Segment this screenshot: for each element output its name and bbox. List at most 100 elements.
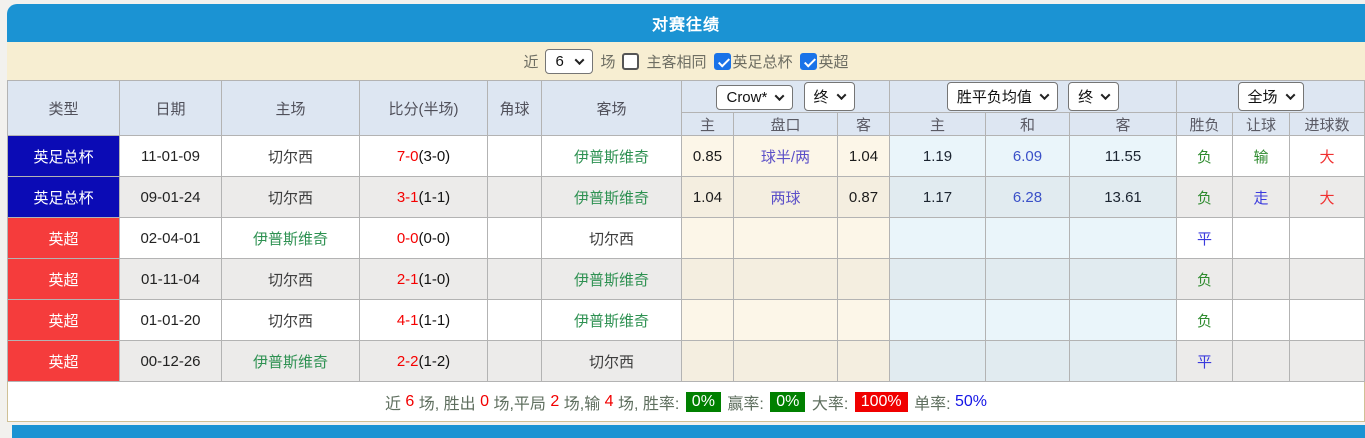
- away-odds-cell: [837, 340, 890, 382]
- home-odds-cell: [681, 340, 734, 382]
- handicap-cell: [733, 258, 838, 300]
- avg-state-value: 终: [1078, 89, 1094, 106]
- summary-segment-label: 胜率:: [642, 395, 684, 413]
- recent-label: 近: [523, 53, 539, 71]
- score-cell: 0-0(0-0): [359, 217, 488, 259]
- fa-cup-checkbox[interactable]: [713, 52, 731, 70]
- date-cell: 01-11-04: [119, 258, 222, 300]
- chevron-down-icon: [1100, 90, 1111, 101]
- summary-segment-badge-green: 0%: [770, 391, 806, 412]
- summary-segment-num: 0: [480, 392, 490, 410]
- matches-label: 场: [600, 53, 616, 71]
- league-badge: 英超: [7, 340, 120, 382]
- bookmaker-state-select[interactable]: 终: [803, 82, 855, 111]
- score-cell: 2-2(1-2): [359, 340, 488, 382]
- away-team-cell: 伊普斯维奇: [541, 176, 682, 218]
- fulltime-group-header: 全场: [1175, 80, 1365, 113]
- handicap-cell: [733, 340, 838, 382]
- score-cell: 3-1(1-1): [359, 176, 488, 218]
- summary-segment-label: 大率:: [807, 395, 853, 413]
- same-venue-checkbox[interactable]: [622, 52, 640, 70]
- table-row: 英超 01-11-04 切尔西 2-1(1-0) 伊普斯维奇 负: [7, 258, 1365, 300]
- bottom-accent-bar: [12, 425, 1365, 438]
- date-cell: 00-12-26: [119, 340, 222, 382]
- sub-header-goals: 进球数: [1288, 112, 1365, 136]
- date-cell: 01-01-20: [119, 299, 222, 341]
- away-team-cell: 伊普斯维奇: [541, 258, 682, 300]
- goals-cell: [1288, 340, 1365, 382]
- date-cell: 09-01-24: [119, 176, 222, 218]
- goals-cell: 大: [1288, 135, 1365, 177]
- corner-cell: [487, 217, 542, 259]
- col-header-date: 日期: [119, 80, 222, 136]
- epl-label: 英超: [818, 53, 849, 71]
- chevron-down-icon: [774, 91, 785, 102]
- avg-win-cell: 1.17: [889, 176, 986, 218]
- home-team-cell: 切尔西: [221, 299, 360, 341]
- sub-header-handicap: 盘口: [733, 112, 838, 136]
- handicap-cell: [733, 217, 838, 259]
- avg-draw-cell: 6.09: [985, 135, 1070, 177]
- score-cell: 7-0(3-0): [359, 135, 488, 177]
- avg-lose-cell: [1069, 217, 1177, 259]
- avg-group-header: 胜平负均值 终: [889, 80, 1177, 113]
- bookmaker-state-value: 终: [813, 89, 829, 106]
- goals-cell: [1288, 217, 1365, 259]
- head-to-head-panel: 对赛往绩 近 6 场 主客相同 英足总杯 英超 类型: [7, 4, 1365, 438]
- goals-cell: [1288, 299, 1365, 341]
- avg-win-cell: [889, 299, 986, 341]
- away-team-cell: 伊普斯维奇: [541, 135, 682, 177]
- avg-type-select[interactable]: 胜平负均值: [946, 82, 1058, 111]
- league-badge: 英足总杯: [7, 135, 120, 177]
- epl-checkbox[interactable]: [799, 52, 817, 70]
- summary-segment-label: 胜出: [443, 395, 481, 413]
- result-cell: 负: [1176, 135, 1233, 177]
- result-cell: 平: [1176, 217, 1233, 259]
- summary-segment-num: 6: [405, 392, 415, 410]
- home-odds-cell: [681, 299, 734, 341]
- sub-header-result: 胜负: [1176, 112, 1233, 136]
- chevron-down-icon: [1285, 90, 1295, 101]
- recent-count-select[interactable]: 6: [545, 48, 594, 74]
- col-header-away: 客场: [541, 80, 682, 136]
- corner-cell: [487, 135, 542, 177]
- corner-cell: [487, 176, 542, 218]
- corner-cell: [487, 299, 542, 341]
- avg-state-select[interactable]: 终: [1068, 82, 1120, 111]
- sub-header-odds-away: 客: [837, 112, 890, 136]
- result-cell: 负: [1176, 258, 1233, 300]
- away-odds-cell: 1.04: [837, 135, 890, 177]
- date-cell: 02-04-01: [119, 217, 222, 259]
- filter-bar: 近 6 场 主客相同 英足总杯 英超: [7, 42, 1365, 80]
- handicap-result-cell: [1232, 340, 1290, 382]
- avg-draw-cell: [985, 340, 1070, 382]
- fa-cup-label: 英足总杯: [732, 53, 793, 71]
- sub-header-odds-home: 主: [681, 112, 734, 136]
- away-team-cell: 伊普斯维奇: [541, 299, 682, 341]
- fulltime-select[interactable]: 全场: [1237, 82, 1304, 111]
- sub-header-avg-lose: 客: [1069, 112, 1177, 136]
- corner-cell: [487, 258, 542, 300]
- panel-title-bar: 对赛往绩: [7, 4, 1365, 42]
- head-to-head-table: 类型 日期 主场 比分(半场) 角球 客场 Crow* 终: [7, 80, 1365, 382]
- summary-segment-label: 输: [584, 395, 605, 413]
- handicap-result-cell: [1232, 258, 1290, 300]
- home-team-cell: 伊普斯维奇: [221, 340, 360, 382]
- avg-lose-cell: [1069, 258, 1177, 300]
- avg-lose-cell: [1069, 340, 1177, 382]
- bookmaker-select[interactable]: Crow*: [716, 85, 794, 110]
- home-odds-cell: 0.85: [681, 135, 734, 177]
- summary-segment-label: 平局: [513, 395, 551, 413]
- avg-win-cell: [889, 258, 986, 300]
- summary-segment-label: 场,: [613, 395, 643, 413]
- avg-type-value: 胜平负均值: [956, 89, 1032, 106]
- league-badge: 英超: [7, 217, 120, 259]
- date-cell: 11-01-09: [119, 135, 222, 177]
- home-team-cell: 切尔西: [221, 258, 360, 300]
- away-odds-cell: [837, 299, 890, 341]
- handicap-result-cell: 走: [1232, 176, 1290, 218]
- avg-lose-cell: 11.55: [1069, 135, 1177, 177]
- avg-win-cell: [889, 217, 986, 259]
- summary-segment-label: 场,: [414, 395, 444, 413]
- handicap-result-cell: 输: [1232, 135, 1290, 177]
